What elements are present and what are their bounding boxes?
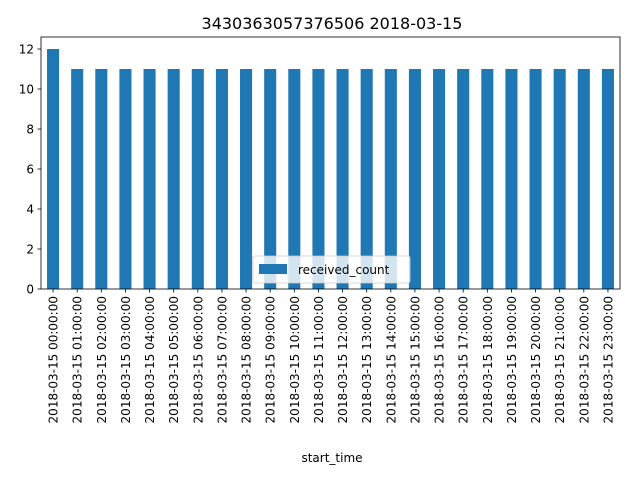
bar [601, 69, 614, 289]
x-tick-label: 2018-03-15 01:00:00 [71, 296, 85, 423]
y-tick-label: 6 [26, 163, 34, 177]
x-tick-label: 2018-03-15 06:00:00 [191, 296, 205, 423]
bar [481, 69, 494, 289]
y-tick-label: 4 [26, 203, 34, 217]
x-tick-label: 2018-03-15 07:00:00 [215, 296, 229, 423]
bar [143, 69, 156, 289]
x-tick-label: 2018-03-15 04:00:00 [143, 296, 157, 423]
bar [95, 69, 108, 289]
x-tick-label: 2018-03-15 18:00:00 [481, 296, 495, 423]
bar [119, 69, 132, 289]
bar [408, 69, 421, 289]
bar [433, 69, 446, 289]
bar [215, 69, 228, 289]
bar [384, 69, 397, 289]
legend-swatch [259, 264, 287, 274]
bar [457, 69, 470, 289]
y-tick-label: 2 [26, 243, 34, 257]
x-tick-label: 2018-03-15 17:00:00 [457, 296, 471, 423]
x-axis-label: start_time [301, 451, 362, 465]
y-axis: 0 2 4 6 8 10 12 [19, 43, 41, 297]
x-tick-label: 2018-03-15 05:00:00 [167, 296, 181, 423]
bar [71, 69, 84, 289]
y-tick-label: 10 [19, 83, 34, 97]
bar [264, 69, 277, 289]
x-tick-label: 2018-03-15 19:00:00 [505, 296, 519, 423]
x-tick-label: 2018-03-15 21:00:00 [553, 296, 567, 423]
x-tick-label: 2018-03-15 00:00:00 [47, 296, 61, 423]
x-tick-label: 2018-03-15 14:00:00 [384, 296, 398, 423]
bar [240, 69, 253, 289]
bars-group [47, 49, 614, 289]
legend-label: received_count [298, 263, 390, 277]
x-axis: 2018-03-15 00:00:00 2018-03-15 01:00:00 20… [47, 289, 615, 423]
bar [167, 69, 180, 289]
y-tick-label: 0 [26, 283, 34, 297]
x-tick-label: 2018-03-15 23:00:00 [601, 296, 615, 423]
x-tick-label: 2018-03-15 11:00:00 [312, 296, 326, 423]
x-tick-label: 2018-03-15 20:00:00 [529, 296, 543, 423]
chart-title: 3430363057376506 2018-03-15 [202, 14, 463, 33]
x-tick-label: 2018-03-15 03:00:00 [119, 296, 133, 423]
bar [336, 69, 349, 289]
x-tick-label: 2018-03-15 08:00:00 [240, 296, 254, 423]
bar [529, 69, 542, 289]
y-tick-label: 12 [19, 43, 34, 57]
plot-frame [40, 36, 621, 290]
bar [577, 69, 590, 289]
x-tick-label: 2018-03-15 22:00:00 [577, 296, 591, 423]
x-tick-label: 2018-03-15 15:00:00 [408, 296, 422, 423]
bar [191, 69, 204, 289]
bar [505, 69, 518, 289]
x-tick-label: 2018-03-15 13:00:00 [360, 296, 374, 423]
x-tick-label: 2018-03-15 12:00:00 [336, 296, 350, 423]
x-tick-label: 2018-03-15 10:00:00 [288, 296, 302, 423]
x-tick-label: 2018-03-15 16:00:00 [433, 296, 447, 423]
legend: received_count [252, 255, 411, 284]
bar [312, 69, 325, 289]
bar [47, 49, 60, 289]
bar [288, 69, 301, 289]
y-tick-label: 8 [26, 123, 34, 137]
x-tick-label: 2018-03-15 09:00:00 [264, 296, 278, 423]
legend-box [252, 255, 411, 284]
bar [553, 69, 566, 289]
bar [360, 69, 373, 289]
x-tick-label: 2018-03-15 02:00:00 [95, 296, 109, 423]
